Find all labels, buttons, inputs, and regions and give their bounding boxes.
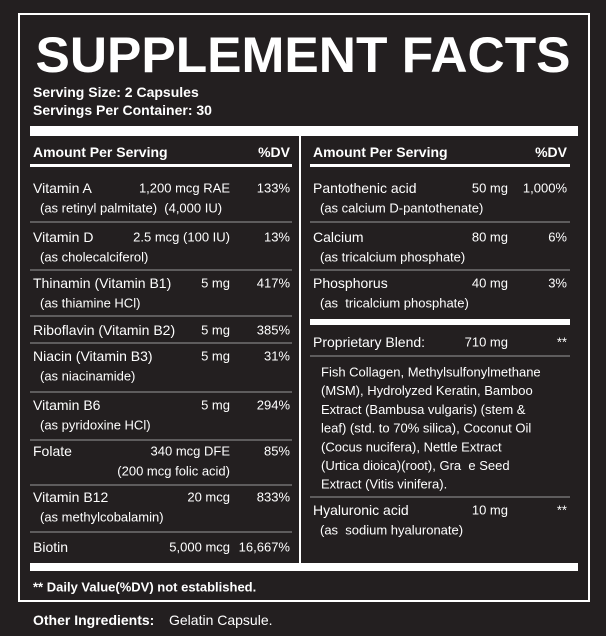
amount: 710 mg xyxy=(465,335,508,350)
border xyxy=(18,13,590,602)
amount: 2.5 mcg (100 IU) xyxy=(133,230,230,245)
other-ingredients-label: Other Ingredients: xyxy=(33,612,154,628)
footnote: ** Daily Value(%DV) not established. xyxy=(33,580,256,595)
thick-bar xyxy=(30,126,578,136)
amount: 5 mg xyxy=(201,323,230,338)
daily-value: 133% xyxy=(257,181,291,196)
amount: 10 mg xyxy=(472,503,508,518)
blend-ingredients: Extract (Bambusa vulgaris) (stem & xyxy=(321,402,526,417)
daily-value: 385% xyxy=(257,323,291,338)
nutrient-name: Phosphorus xyxy=(313,275,388,291)
daily-value: 3% xyxy=(548,276,567,291)
nutrient-source: (as thiamine HCl) xyxy=(40,296,140,311)
daily-value: 1,000% xyxy=(523,181,568,196)
nutrient-name: Hyaluronic acid xyxy=(313,502,409,518)
column-header: %DV xyxy=(535,144,568,160)
nutrient-name: Riboflavin (Vitamin B2) xyxy=(33,322,175,338)
blend-ingredients: (MSM), Hydrolyzed Keratin, Bamboo xyxy=(321,383,533,398)
column-header: Amount Per Serving xyxy=(33,144,168,160)
daily-value: 6% xyxy=(548,230,567,245)
amount: 5 mg xyxy=(201,398,230,413)
header-bar xyxy=(310,164,570,167)
amount: 5 mg xyxy=(201,349,230,364)
nutrient-source: (as tricalcium phosphate) xyxy=(320,250,465,265)
daily-value: 833% xyxy=(257,490,291,505)
nutrient-name: Proprietary Blend: xyxy=(313,334,425,350)
blend-ingredients: (Urtica dioica)(root), Gra e Seed xyxy=(321,458,510,473)
blend-ingredients: (Cocus nucifera), Nettle Extract xyxy=(321,439,502,454)
amount: 5,000 mcg xyxy=(169,540,230,555)
daily-value: 13% xyxy=(264,230,290,245)
column-header: Amount Per Serving xyxy=(313,144,448,160)
nutrient-name: Vitamin B6 xyxy=(33,397,101,413)
amount: 20 mcg xyxy=(187,490,230,505)
nutrient-source: (as niacinamide) xyxy=(40,369,135,384)
daily-value: 294% xyxy=(257,398,291,413)
nutrient-name: Vitamin A xyxy=(33,180,93,196)
blend-ingredients: Extract (Vitis vinifera). xyxy=(321,477,447,492)
nutrient-name: Vitamin B12 xyxy=(33,489,108,505)
amount: 340 mcg DFE xyxy=(151,444,231,459)
column-divider xyxy=(299,136,301,564)
nutrient-source: (as sodium hyaluronate) xyxy=(320,523,463,538)
daily-value: 16,667% xyxy=(239,540,291,555)
nutrient-source: (as retinyl palmitate) (4,000 IU) xyxy=(40,201,222,216)
serving-size: Serving Size: 2 Capsules xyxy=(33,84,199,100)
amount: 50 mg xyxy=(472,181,508,196)
nutrient-source: (as pyridoxine HCl) xyxy=(40,418,151,433)
column-header: %DV xyxy=(258,144,291,160)
daily-value: 85% xyxy=(264,444,290,459)
nutrient-source: (200 mcg folic acid) xyxy=(117,464,230,479)
amount: 5 mg xyxy=(201,276,230,291)
other-ingredients: Gelatin Capsule. xyxy=(169,612,273,628)
nutrient-source: (as methylcobalamin) xyxy=(40,510,164,525)
nutrient-name: Pantothenic acid xyxy=(313,180,417,196)
nutrient-source: (as tricalcium phosphate) xyxy=(320,296,469,311)
bottom-bar xyxy=(30,563,578,571)
daily-value: ** xyxy=(557,335,567,350)
nutrient-source: (as cholecalciferol) xyxy=(40,250,148,265)
nutrient-name: Vitamin D xyxy=(33,229,93,245)
amount: 1,200 mcg RAE xyxy=(139,181,230,196)
nutrient-name: Folate xyxy=(33,443,72,459)
daily-value: ** xyxy=(557,503,567,518)
daily-value: 31% xyxy=(264,349,290,364)
servings-per-container: Servings Per Container: 30 xyxy=(33,102,212,118)
nutrient-name: Calcium xyxy=(313,229,364,245)
nutrient-name: Thinamin (Vitamin B1) xyxy=(33,275,171,291)
amount: 40 mg xyxy=(472,276,508,291)
amount: 80 mg xyxy=(472,230,508,245)
header-bar xyxy=(30,164,292,167)
blend-ingredients: leaf) (std. to 70% silica), Coconut Oil xyxy=(321,421,531,436)
blend-bar xyxy=(310,319,570,325)
daily-value: 417% xyxy=(257,276,291,291)
nutrient-name: Biotin xyxy=(33,539,68,555)
blend-ingredients: Fish Collagen, Methylsulfonylmethane xyxy=(321,365,541,380)
nutrient-name: Niacin (Vitamin B3) xyxy=(33,348,153,364)
title: SUPPLEMENT FACTS xyxy=(36,27,571,83)
nutrient-source: (as calcium D-pantothenate) xyxy=(320,201,483,216)
